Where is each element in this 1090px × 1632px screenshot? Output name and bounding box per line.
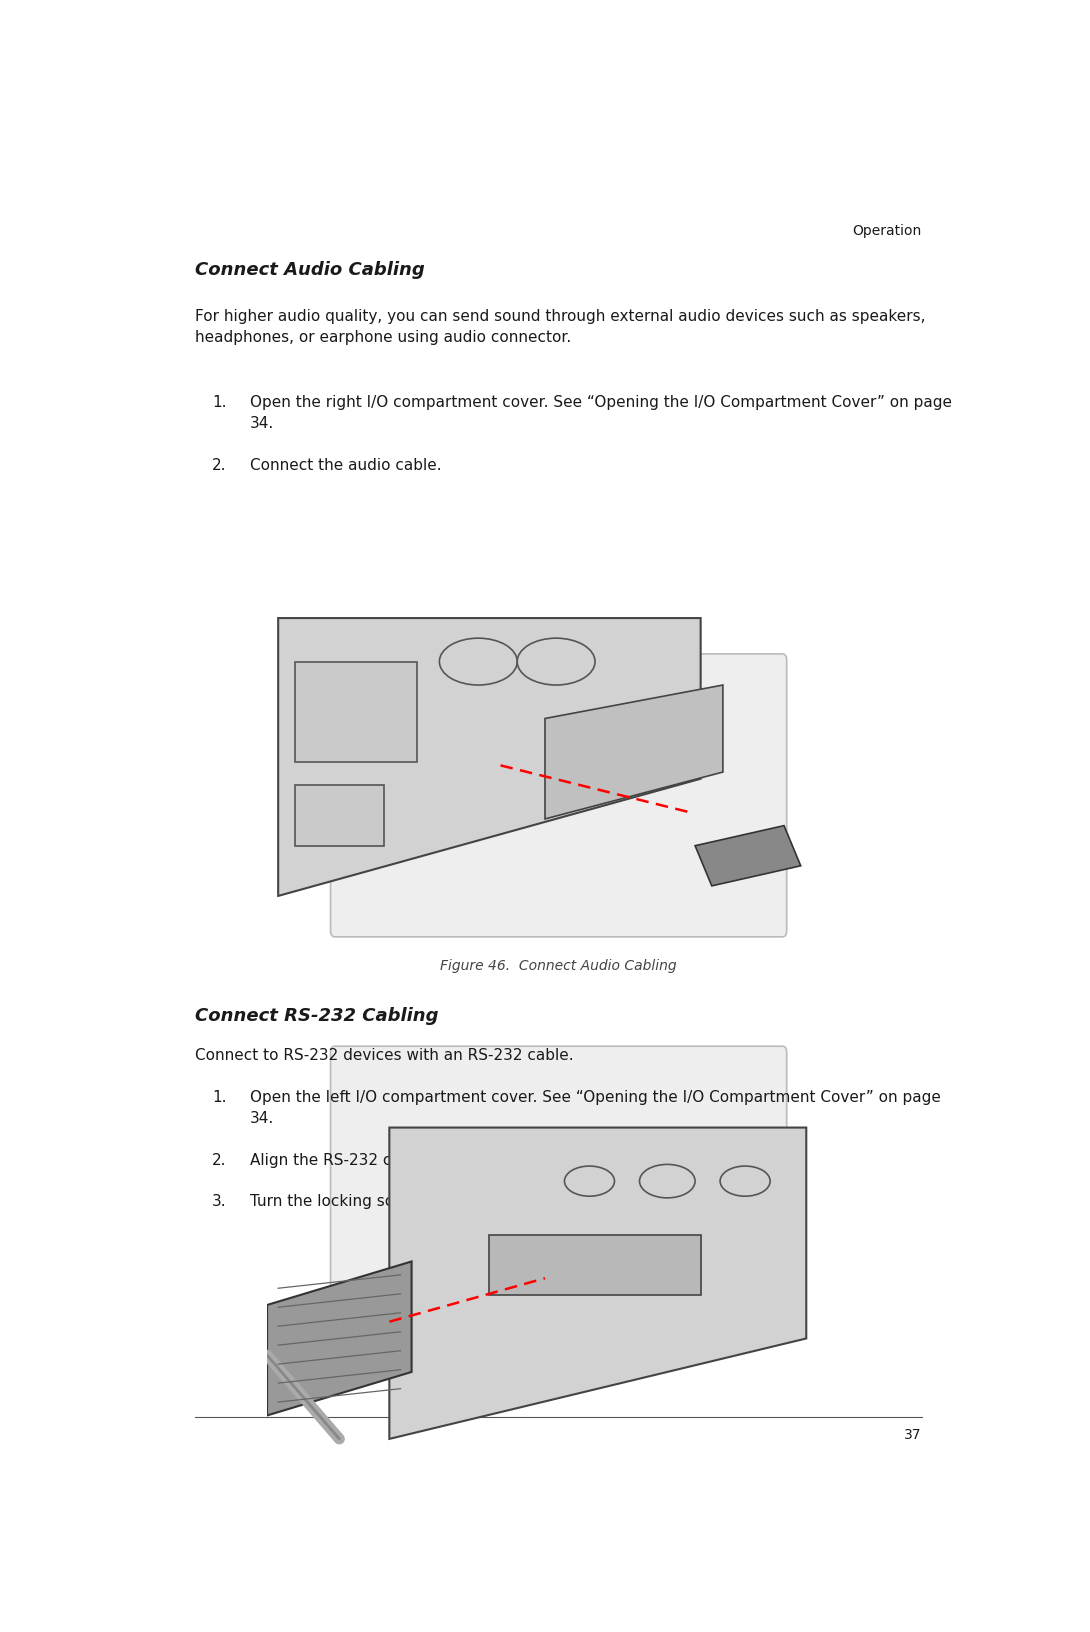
Polygon shape xyxy=(695,826,801,886)
Text: 2.: 2. xyxy=(213,457,227,472)
Bar xyxy=(294,787,384,845)
Text: Figure 46.  Connect Audio Cabling: Figure 46. Connect Audio Cabling xyxy=(440,958,677,973)
FancyBboxPatch shape xyxy=(330,654,787,937)
Text: Open the right I/O compartment cover. See “Opening the I/O Compartment Cover” on: Open the right I/O compartment cover. Se… xyxy=(251,395,953,431)
Text: 3.: 3. xyxy=(213,1193,227,1209)
Polygon shape xyxy=(278,619,701,896)
Polygon shape xyxy=(545,685,723,819)
Bar xyxy=(294,663,417,762)
Text: Open the left I/O compartment cover. See “Opening the I/O Compartment Cover” on : Open the left I/O compartment cover. See… xyxy=(251,1089,941,1126)
Text: Connect to RS-232 devices with an RS-232 cable.: Connect to RS-232 devices with an RS-232… xyxy=(195,1048,574,1062)
Text: Align the RS-232 cable with the port in the device and connect it.: Align the RS-232 cable with the port in … xyxy=(251,1152,752,1167)
Polygon shape xyxy=(267,1262,412,1415)
Bar xyxy=(489,1235,701,1296)
Text: Operation: Operation xyxy=(852,224,922,238)
Text: Turn the locking screws on the cable to secure it to the device.: Turn the locking screws on the cable to … xyxy=(251,1193,731,1209)
Text: 1.: 1. xyxy=(213,395,227,410)
Text: Connect Audio Cabling: Connect Audio Cabling xyxy=(195,261,425,279)
Text: Figure 47.  Connect RS-232 Cabling: Figure 47. Connect RS-232 Cabling xyxy=(435,1351,682,1364)
Text: For higher audio quality, you can send sound through external audio devices such: For higher audio quality, you can send s… xyxy=(195,308,925,344)
FancyBboxPatch shape xyxy=(330,1046,787,1330)
Text: Connect RS-232 Cabling: Connect RS-232 Cabling xyxy=(195,1007,439,1025)
Text: 2.: 2. xyxy=(213,1152,227,1167)
Text: 37: 37 xyxy=(905,1428,922,1441)
Text: Connect the audio cable.: Connect the audio cable. xyxy=(251,457,441,472)
Text: 1.: 1. xyxy=(213,1089,227,1105)
Polygon shape xyxy=(389,1128,807,1439)
